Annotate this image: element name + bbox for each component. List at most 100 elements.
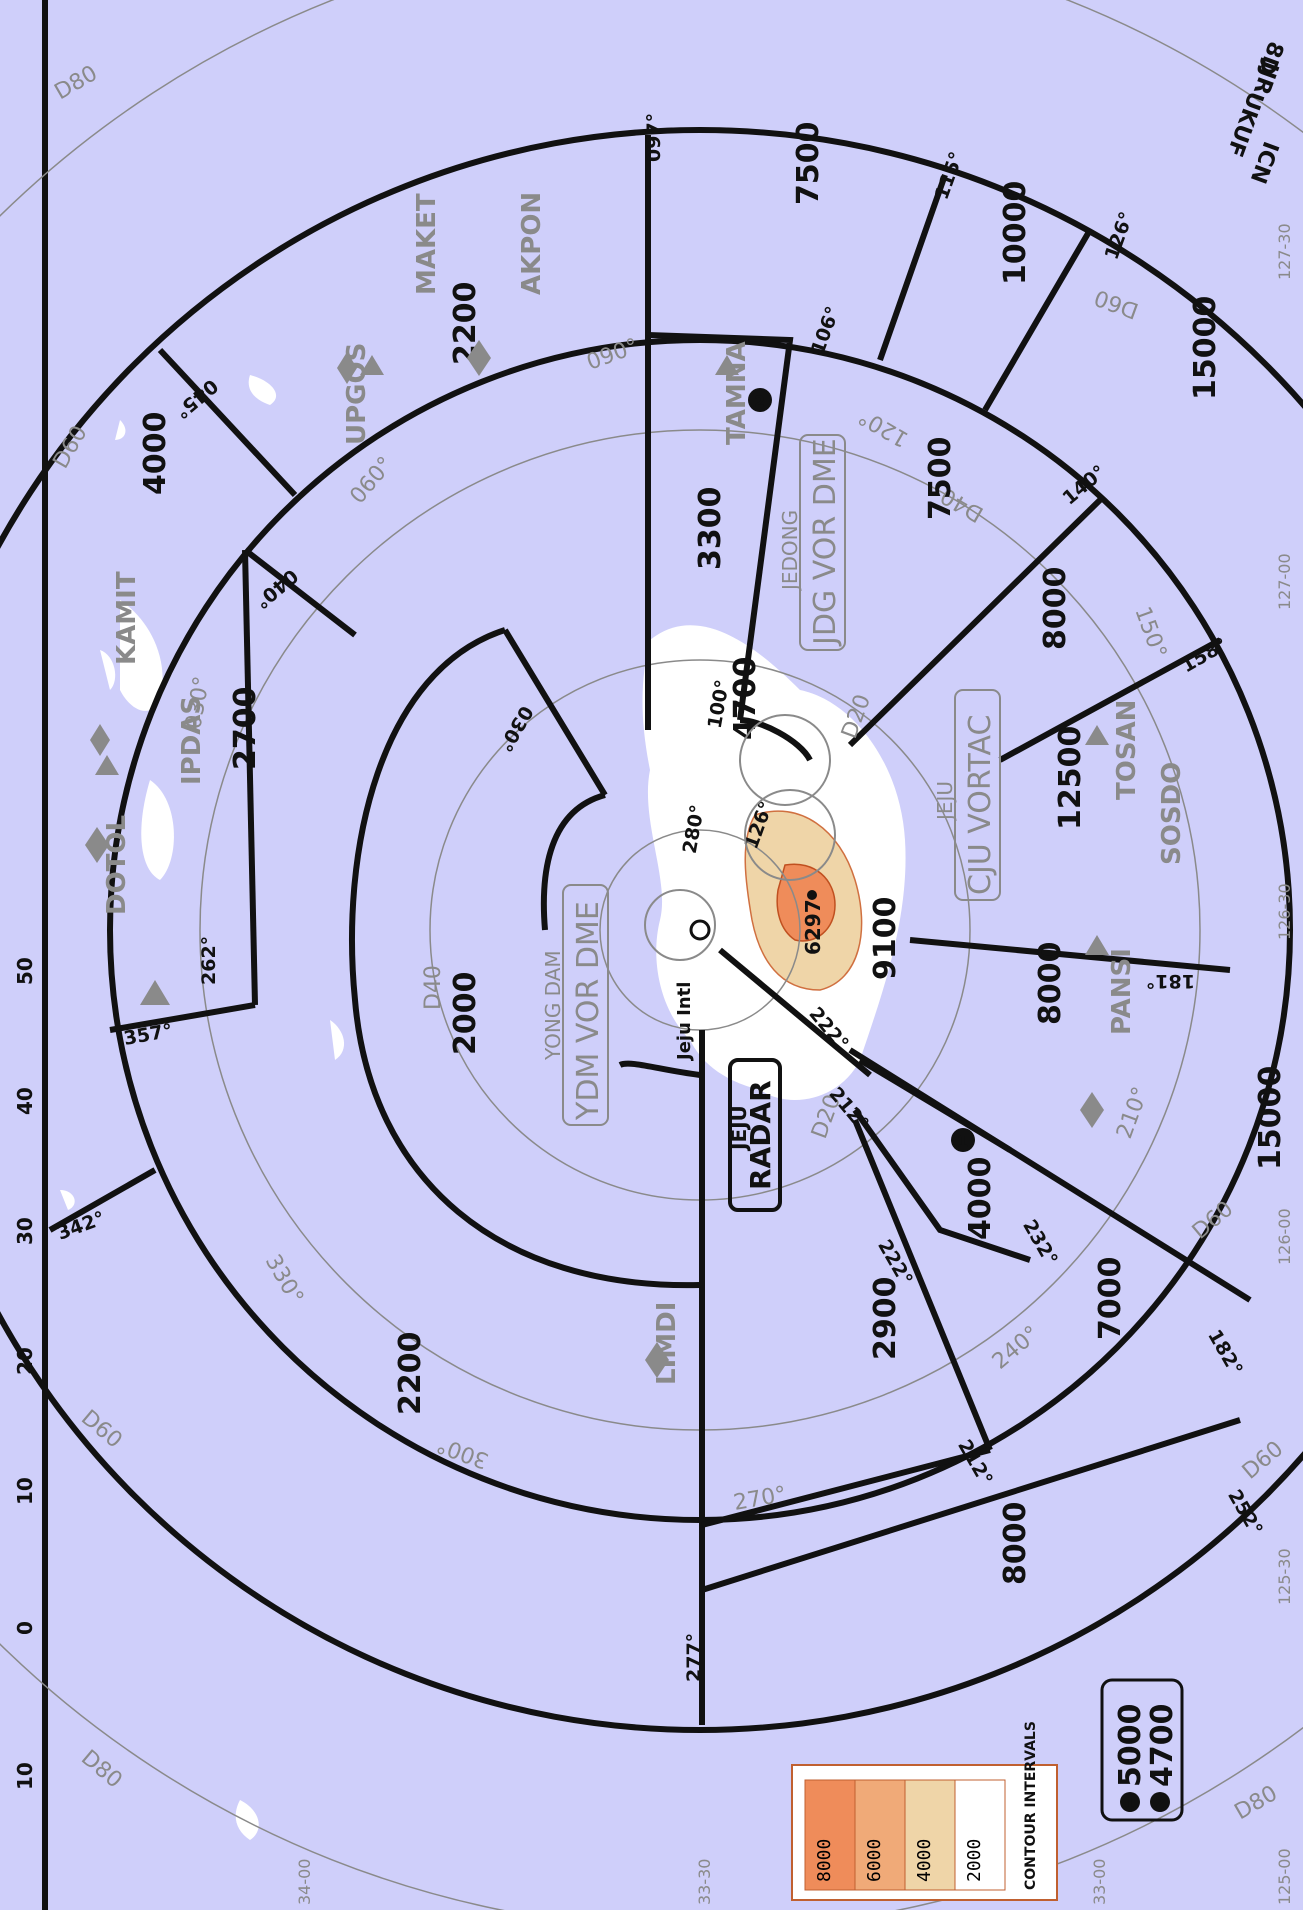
fix-label: DOTOL <box>102 815 132 915</box>
bearing-label: 181° <box>1146 970 1195 992</box>
fix-triangle-icon <box>1085 935 1109 955</box>
fix-star-icon <box>90 724 110 756</box>
navaid-prefix: JEJU <box>933 781 957 822</box>
tick-label: 20 <box>13 1347 37 1375</box>
sector-boundaries <box>0 127 1303 1733</box>
tick-label: 10 <box>13 1762 37 1790</box>
fix-star-icon <box>337 352 357 384</box>
fix-star-icon <box>85 827 109 863</box>
bearing-label: 277° <box>683 1633 705 1682</box>
range-ring-labels: D20 D20 D40 D40 D60 D60 D60 D60 D60 D80 … <box>49 61 1289 1825</box>
radar-name: RADAR <box>744 1080 777 1190</box>
fix-triangle-icon <box>715 355 739 375</box>
navaid-name: YDM VOR DME <box>571 901 606 1121</box>
chart-border <box>42 0 48 1910</box>
fix-triangle-icon <box>1085 725 1109 745</box>
altitude-label: 4000 <box>138 412 173 496</box>
fix-triangle-icon <box>95 755 119 775</box>
tick-label: 127-00 <box>1275 553 1294 610</box>
fix-label: AKPON <box>517 192 547 295</box>
fix-star-icon <box>1080 1092 1104 1128</box>
tick-label: 125-30 <box>1275 1548 1294 1605</box>
navaid-name: JDG VOR DME <box>808 438 843 647</box>
altitude-label: 15000 <box>1253 1066 1288 1170</box>
legend-item: 6000 <box>864 1839 885 1882</box>
airport-label: Jeju Intl <box>674 982 695 1062</box>
altitude-label: 8000 <box>1038 567 1073 651</box>
tick-label: 127-30 <box>1275 223 1294 280</box>
fix-label: IPDAS <box>177 696 207 785</box>
fix-triangle-icon <box>360 355 384 375</box>
altitude-label: 2700 <box>228 687 263 771</box>
altitude-label: 8000 <box>1033 942 1068 1026</box>
tick-label: 126-30 <box>1275 883 1294 940</box>
altitude-label: 2200 <box>393 1332 428 1416</box>
vortac-compass-icon <box>744 789 836 881</box>
altitude-label: 12500 <box>1053 726 1088 830</box>
bearing-label: 097° <box>643 113 665 162</box>
fixes: UPGOS MAKET AKPON TAMNA KAMIT IPDAS DOTO… <box>102 192 1187 1385</box>
tick-label: 50 <box>13 957 37 985</box>
left-tick-labels: 50 40 30 20 10 0 10 <box>13 957 37 1790</box>
fix-label: SOSDO <box>1157 762 1187 865</box>
sector-markers: 2 1 <box>748 388 975 1152</box>
altitude-label: 3300 <box>693 487 728 571</box>
legend-item: 2000 <box>964 1839 985 1882</box>
radar-prefix: JEJU <box>727 1105 751 1152</box>
legend-title: CONTOUR INTERVALS <box>1023 1721 1039 1890</box>
fix-label: TOSAN <box>1112 700 1142 800</box>
right-tick-labels: 127-30 127-00 126-30 126-00 125-30 125-0… <box>1275 223 1294 1905</box>
sector-marker-2 <box>748 388 772 412</box>
tick-label: 10 <box>13 1477 37 1505</box>
navaid-jdg: JEDONG JDG VOR DME <box>778 434 846 651</box>
terrain-contours <box>744 810 863 991</box>
altitude-label: 7000 <box>1093 1257 1128 1341</box>
bearing-label: 262° <box>198 936 220 985</box>
navaid-radar: JEJU RADAR <box>727 1058 782 1212</box>
svg-text:1: 1 <box>1125 1796 1135 1812</box>
altitude-label: 10000 <box>998 181 1033 285</box>
svg-text:2: 2 <box>754 392 765 411</box>
legend-item: 4000 <box>914 1839 935 1882</box>
contour-legend: 8000 6000 4000 2000 CONTOUR INTERVALS <box>791 1721 1058 1901</box>
tick-label: 33-30 <box>695 1859 714 1906</box>
navaid-ydm: YONG DAM YDM VOR DME <box>541 884 609 1126</box>
range-label: D40 <box>421 965 446 1010</box>
altitude-label: 15000 <box>1188 296 1223 400</box>
altitude-label: 2000 <box>448 972 483 1056</box>
tick-label: 40 <box>13 1087 37 1115</box>
tick-label: 33-00 <box>1090 1859 1109 1906</box>
airport-icon <box>689 919 711 941</box>
altitude-label: 4700 <box>728 657 763 741</box>
altitude-label: 2900 <box>868 1277 903 1361</box>
vor-compass-icon <box>644 889 716 961</box>
tick-label: 34-00 <box>295 1859 314 1906</box>
svg-text:1: 1 <box>957 1132 968 1151</box>
navaid-prefix: YONG DAM <box>541 950 565 1061</box>
fix-symbols <box>85 340 1109 1378</box>
vor-compass-icon <box>739 714 831 806</box>
altitude-label: 8000 <box>998 1502 1033 1586</box>
sector-marker-1 <box>951 1128 975 1152</box>
navaid-cju: JEJU CJU VORTAC <box>933 689 1001 901</box>
svg-text:2: 2 <box>1155 1796 1165 1812</box>
terrain-peak-label: 6297 <box>801 899 825 955</box>
tick-label: 125-00 <box>1275 1848 1294 1905</box>
altitude-label: 4000 <box>963 1157 998 1241</box>
note-2-altitude: 4700 <box>1145 1704 1180 1788</box>
tick-label: 0 <box>13 1621 37 1635</box>
fix-star-icon <box>467 340 491 376</box>
fix-label: KAMIT <box>112 571 142 665</box>
fix-triangle-icon <box>140 980 170 1005</box>
legend-item: 8000 <box>814 1839 835 1882</box>
fix-star-icon <box>645 1342 669 1378</box>
tick-label: 126-00 <box>1275 1208 1294 1265</box>
fix-label: MAKET <box>412 193 442 295</box>
fix-label: PANSI <box>1107 948 1137 1035</box>
notes-box: 1 2 5000 4700 <box>1100 1678 1184 1822</box>
navaid-prefix: JEDONG <box>778 510 802 592</box>
bottom-tick-labels: 34-00 33-30 33-00 <box>295 1859 1109 1906</box>
altitude-label: 9100 <box>868 897 903 981</box>
altitude-labels: 7500 10000 15000 2200 4000 3300 7500 800… <box>138 122 1288 1586</box>
